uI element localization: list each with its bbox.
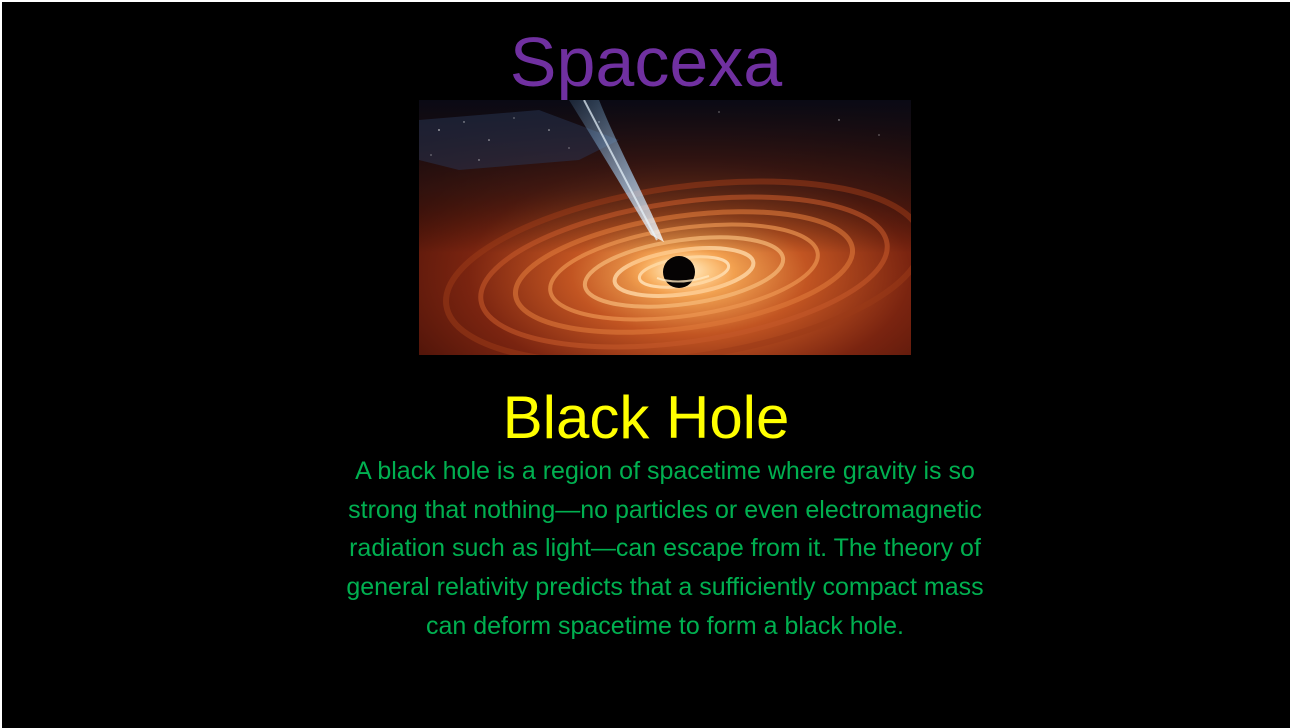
black-hole-image	[419, 100, 911, 355]
black-hole-illustration-icon	[419, 100, 911, 355]
slide-heading: Black Hole	[502, 384, 790, 451]
slide-title: Spacexa	[509, 23, 783, 101]
slide-body-text: A black hole is a region of spacetime wh…	[346, 457, 984, 640]
